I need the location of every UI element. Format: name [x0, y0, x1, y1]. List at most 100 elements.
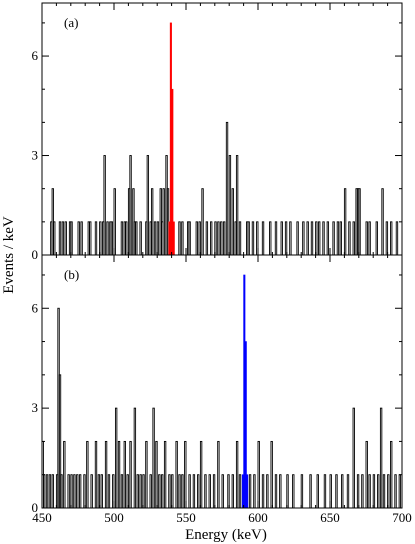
x-tick-label: 500 [104, 510, 124, 525]
panel-frame [41, 254, 403, 509]
histogram-bar [114, 407, 118, 509]
histogram-bar [104, 440, 108, 509]
histogram-bar [201, 188, 204, 256]
x-tick-label: 450 [32, 510, 52, 525]
histogram-bar [125, 221, 128, 256]
histogram-bar [253, 474, 256, 509]
histogram-bar [178, 221, 181, 256]
histogram-bar [77, 221, 80, 256]
histogram-bar [251, 221, 255, 256]
histogram-bar [163, 440, 167, 509]
histogram-bar [61, 221, 65, 256]
histogram-bar [372, 474, 376, 509]
histogram-bar [220, 221, 223, 256]
histogram-bar [238, 221, 242, 256]
histogram-bar [212, 474, 216, 509]
histogram-bar [266, 474, 269, 509]
histogram-bar [361, 474, 364, 509]
histogram-bar [322, 221, 325, 256]
histogram-bar [210, 221, 213, 256]
histogram-bar [70, 221, 73, 256]
histogram-bar [126, 474, 129, 509]
histogram-bar [217, 440, 220, 509]
histogram-bar [123, 440, 126, 509]
x-tick-label: 700 [392, 510, 412, 525]
histogram-bar [221, 474, 224, 509]
histogram-bar [368, 474, 371, 509]
histogram-bar [261, 221, 265, 256]
panel-a: 0 3 6 (a) [32, 2, 403, 262]
histogram-bar [94, 221, 98, 256]
histogram-bar [42, 474, 46, 509]
histogram-bar [129, 440, 132, 509]
histogram-bar [175, 440, 178, 509]
x-tick-label: 550 [176, 510, 196, 525]
histogram-bar [395, 221, 399, 256]
histogram-bar [238, 474, 242, 509]
histogram-bar [133, 407, 137, 509]
histogram-bar [315, 221, 318, 256]
histogram-bar [97, 474, 101, 509]
histogram-bar [235, 155, 239, 256]
histogram-bar [80, 221, 83, 256]
histogram-bar [70, 474, 73, 509]
histogram-bar [142, 474, 145, 509]
histogram-bar [228, 155, 232, 256]
histogram-bar [382, 474, 386, 509]
y-tick-label: 0 [32, 247, 39, 262]
histogram-bar [235, 440, 239, 509]
histogram-bar [100, 474, 103, 509]
panel-frame [41, 2, 403, 256]
histogram-bar [110, 221, 114, 256]
histogram-bar [51, 474, 54, 509]
histogram-bar [248, 474, 252, 509]
histogram-bar [195, 221, 198, 256]
histogram-bar [155, 440, 158, 509]
histogram-bar [89, 221, 92, 256]
histogram-bar [107, 474, 111, 509]
histogram-bar [318, 221, 321, 256]
histogram-bar [343, 188, 347, 256]
histogram-bar [335, 474, 338, 509]
histogram-bar [83, 474, 86, 509]
histogram-bar [139, 474, 142, 509]
peak-bar [172, 221, 175, 256]
x-tick-label: 650 [320, 510, 340, 525]
histogram-bar [387, 474, 390, 509]
y-tick-label: 3 [32, 148, 39, 163]
y-axis-title: Events / keV [1, 216, 17, 294]
histogram-bar [120, 221, 124, 256]
histogram-bar [247, 221, 250, 256]
histogram-bar [214, 221, 217, 256]
histogram-bar [135, 221, 138, 256]
panel-label: (b) [64, 267, 79, 282]
histogram-bar [120, 474, 124, 509]
histogram-bar [231, 474, 234, 509]
histogram-bar [199, 440, 203, 509]
y-tick-label: 3 [32, 400, 39, 415]
histogram-bar [197, 474, 200, 509]
histogram-bar [257, 440, 260, 509]
histogram-bar [208, 474, 211, 509]
histogram-bar [149, 474, 152, 509]
histogram-bar [231, 188, 234, 256]
histogram-bar [227, 474, 230, 509]
histogram-bar [352, 221, 355, 256]
y-tick-label: 0 [32, 500, 39, 515]
histogram-bar [117, 440, 121, 509]
x-axis-title: Energy (keV) [185, 527, 267, 543]
histogram-bar [296, 221, 299, 256]
histogram-bar [309, 474, 312, 509]
histogram-bar [181, 474, 184, 509]
histogram-bar [358, 188, 361, 256]
histogram-bar [78, 474, 82, 509]
histogram-bar [58, 221, 62, 256]
histogram-bar [279, 474, 282, 509]
histogram-bar [292, 474, 295, 509]
histogram-bar [168, 474, 171, 509]
histogram-bar [48, 474, 52, 509]
histogram-bar [145, 440, 148, 509]
histogram-bar [261, 474, 265, 509]
histogram-bar [302, 221, 305, 256]
